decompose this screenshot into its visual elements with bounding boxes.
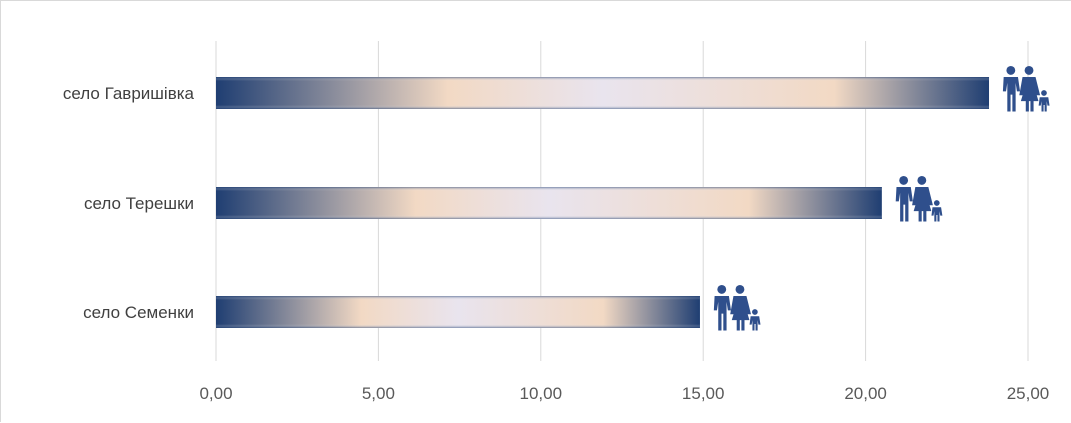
bar-shading xyxy=(216,187,882,219)
family-icon xyxy=(713,285,761,331)
x-tick-label: 20,00 xyxy=(844,384,887,403)
x-tick-label: 0,00 xyxy=(199,384,232,403)
x-tick-label: 5,00 xyxy=(362,384,395,403)
category-label: село Терешки xyxy=(84,194,194,213)
x-axis-ticks: 0,00 5,00 10,00 15,00 20,00 25,00 xyxy=(199,384,1049,403)
x-tick-label: 25,00 xyxy=(1007,384,1050,403)
y-axis-categories: село Гавришівка село Терешки село Семенки xyxy=(63,84,195,322)
x-tick-label: 15,00 xyxy=(682,384,725,403)
category-label: село Гавришівка xyxy=(63,84,195,103)
family-icon xyxy=(1002,66,1050,112)
bar-shading xyxy=(216,296,700,328)
bars xyxy=(216,66,1050,331)
category-label: село Семенки xyxy=(83,303,194,322)
family-icon xyxy=(895,176,943,222)
bar-shading xyxy=(216,77,990,109)
x-tick-label: 10,00 xyxy=(520,384,563,403)
